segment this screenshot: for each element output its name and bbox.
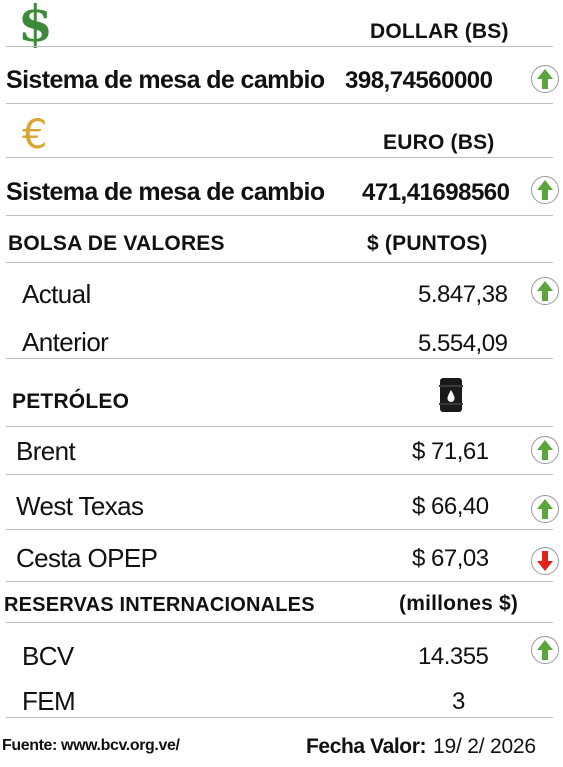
euro-value: 471,41698560 (362, 179, 510, 206)
petroleo-wti-value: $ 66,40 (412, 493, 489, 520)
up-arrow-icon (531, 176, 559, 204)
dollar-sign-icon: $ (18, 0, 53, 53)
reservas-fem-value: 3 (452, 688, 465, 715)
dollar-label: Sistema de mesa de cambio (6, 66, 325, 94)
bolsa-anterior-value: 5.554,09 (418, 330, 508, 357)
dollar-value: 398,74560000 (345, 67, 493, 94)
euro-header: EURO (BS) (383, 131, 495, 154)
reservas-title: RESERVAS INTERNACIONALES (4, 594, 315, 616)
petroleo-brent-value: $ 71,61 (412, 438, 489, 465)
up-arrow-icon (531, 636, 559, 664)
petroleo-wti-label: West Texas (16, 491, 144, 521)
oil-barrel-icon (439, 378, 463, 412)
bolsa-anterior-label: Anterior (22, 327, 109, 357)
dollar-header: DOLLAR (BS) (370, 20, 509, 43)
bolsa-unit-header: $ (PUNTOS) (367, 232, 488, 255)
petroleo-brent-label: Brent (16, 436, 76, 466)
up-arrow-icon (531, 65, 559, 93)
footer-date-value: 19/ 2/ 2026 (433, 735, 536, 758)
petroleo-title: PETRÓLEO (12, 390, 130, 413)
footer-source: Fuente: www.bcv.org.ve/ (2, 737, 180, 754)
reservas-unit-header: (millones $) (399, 592, 519, 615)
down-arrow-icon (531, 547, 559, 575)
reservas-fem-label: FEM (22, 686, 76, 716)
bolsa-title: BOLSA DE VALORES (8, 232, 225, 255)
footer-date-label: Fecha Valor: (306, 735, 427, 758)
petroleo-opep-label: Cesta OPEP (16, 543, 158, 573)
up-arrow-icon (531, 495, 559, 523)
up-arrow-icon (531, 436, 559, 464)
bolsa-actual-label: Actual (22, 279, 91, 309)
reservas-bcv-label: BCV (22, 641, 74, 671)
euro-label: Sistema de mesa de cambio (6, 178, 325, 206)
up-arrow-icon (531, 277, 559, 305)
petroleo-opep-value: $ 67,03 (412, 545, 489, 572)
euro-sign-icon: € (22, 112, 48, 158)
bolsa-actual-value: 5.847,38 (418, 281, 508, 308)
reservas-bcv-value: 14.355 (418, 643, 489, 670)
